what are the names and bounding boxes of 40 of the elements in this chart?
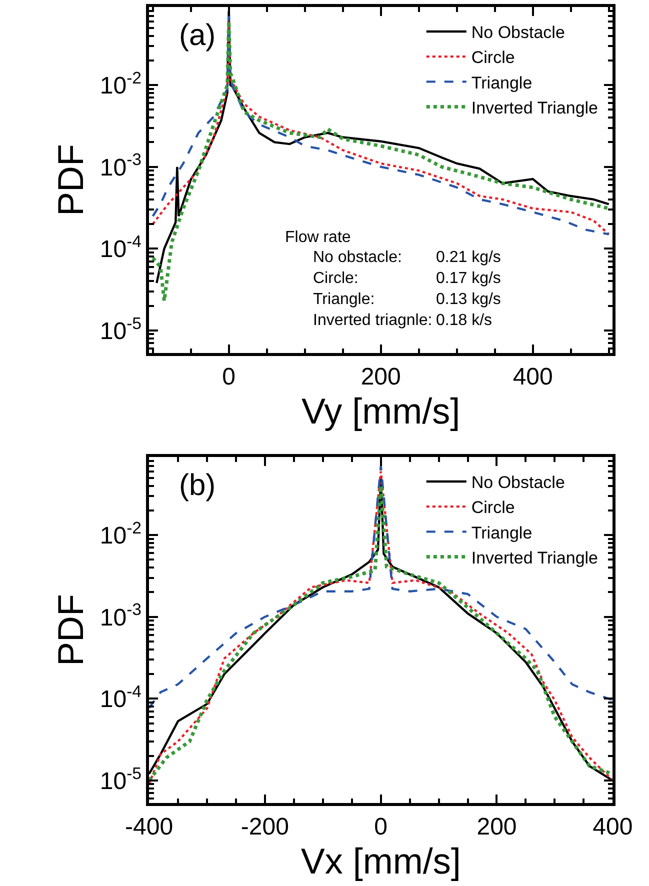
y-tick-label: 10$^{-2}$ bbox=[100, 518, 142, 550]
x-tick-label: 400 bbox=[592, 814, 633, 841]
y-tick-label: 10$^{-3}$ bbox=[100, 150, 142, 182]
y-tick-label: 10$^{-5}$ bbox=[100, 764, 142, 795]
y-tick-label: 10$^{-2}$ bbox=[100, 68, 142, 100]
y-tick-label: 10$^{-4}$ bbox=[100, 232, 142, 264]
legend-label: No Obstacle bbox=[471, 23, 565, 42]
x-tick-label: 200 bbox=[360, 364, 401, 391]
annotation: Triangle: bbox=[313, 291, 375, 308]
annotation: 0.13 kg/s bbox=[436, 291, 501, 308]
annotation: (b) bbox=[179, 469, 216, 502]
x-tick-label: 400 bbox=[512, 364, 553, 391]
y-tick-label: 10$^{-4}$ bbox=[100, 682, 142, 714]
x-tick-label: 200 bbox=[476, 814, 517, 841]
y-tick-label: 10$^{-3}$ bbox=[100, 600, 142, 632]
y-axis-title: PDF bbox=[50, 144, 91, 216]
legend-label: Circle bbox=[471, 498, 515, 518]
y-tick-label: 10$^{-5}$ bbox=[100, 314, 142, 345]
line-series bbox=[149, 464, 613, 710]
legend-label: Inverted Triangle bbox=[471, 548, 598, 568]
annotation: Circle: bbox=[313, 270, 358, 287]
legend-label: No Obstacle bbox=[471, 473, 565, 492]
annotation: 0.18 k/s bbox=[436, 312, 492, 329]
x-tick-label: -400 bbox=[125, 814, 174, 841]
x-axis-title: Vx [mm/s] bbox=[300, 840, 461, 882]
annotation: 0.21 kg/s bbox=[436, 249, 501, 266]
x-tick-label: 0 bbox=[374, 814, 388, 841]
annotation: No obstacle: bbox=[313, 249, 402, 266]
x-axis-title: Vy [mm/s] bbox=[302, 390, 460, 432]
annotation: Flow rate bbox=[285, 229, 351, 246]
legend-label: Inverted Triangle bbox=[471, 98, 598, 118]
annotation: (a) bbox=[179, 19, 216, 52]
annotation: Inverted triagnle: bbox=[313, 312, 432, 329]
annotation: 0.17 kg/s bbox=[436, 270, 501, 287]
x-tick-label: 0 bbox=[222, 364, 236, 391]
legend-label: Circle bbox=[471, 48, 515, 68]
legend-label: Triangle bbox=[471, 523, 532, 542]
y-axis-title: PDF bbox=[50, 594, 91, 666]
legend-label: Triangle bbox=[471, 73, 532, 92]
x-tick-label: -200 bbox=[240, 814, 289, 841]
